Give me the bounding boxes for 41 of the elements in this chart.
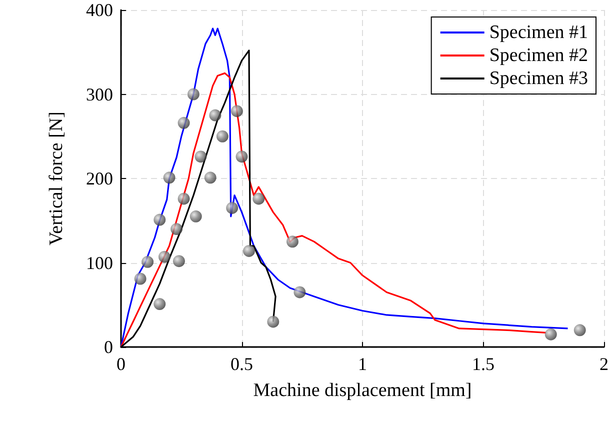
point bbox=[154, 214, 166, 226]
point bbox=[243, 244, 255, 257]
point bbox=[187, 88, 200, 100]
point bbox=[178, 116, 190, 129]
point bbox=[574, 324, 586, 336]
point bbox=[286, 236, 298, 248]
point bbox=[158, 250, 170, 263]
point bbox=[142, 256, 154, 268]
legend-label: Specimen #1 bbox=[489, 22, 588, 43]
y-tick-label: 100 bbox=[86, 252, 113, 273]
point bbox=[204, 172, 216, 184]
point bbox=[170, 223, 183, 236]
y-tick-label: 200 bbox=[86, 168, 113, 188]
point bbox=[226, 202, 238, 214]
y-tick-label: 300 bbox=[86, 84, 113, 104]
x-tick-label: 1.5 bbox=[472, 354, 494, 374]
point bbox=[134, 272, 146, 285]
point bbox=[163, 172, 176, 184]
point bbox=[178, 192, 190, 205]
point bbox=[544, 328, 557, 340]
x-tick-label: 1 bbox=[358, 354, 367, 374]
point bbox=[190, 210, 202, 222]
point bbox=[172, 255, 185, 268]
legend-label: Specimen #2 bbox=[489, 45, 588, 66]
x-tick-label: 0.5 bbox=[230, 354, 253, 374]
point bbox=[267, 316, 280, 328]
point bbox=[154, 298, 166, 310]
point bbox=[216, 130, 228, 142]
legend-label: Specimen #3 bbox=[489, 68, 588, 89]
point bbox=[236, 150, 248, 163]
y-axis-title: Vertical force [N] bbox=[46, 112, 67, 246]
x-axis-title: Machine displacement [mm] bbox=[253, 380, 472, 401]
point bbox=[209, 109, 222, 122]
y-tick-label: 400 bbox=[86, 0, 113, 20]
x-tick-label: 0 bbox=[116, 354, 126, 374]
point bbox=[194, 150, 207, 163]
point bbox=[230, 105, 243, 118]
point bbox=[252, 192, 265, 205]
point bbox=[294, 286, 306, 298]
x-tick-label: 2 bbox=[600, 354, 608, 374]
y-tick-label: 0 bbox=[104, 337, 113, 357]
